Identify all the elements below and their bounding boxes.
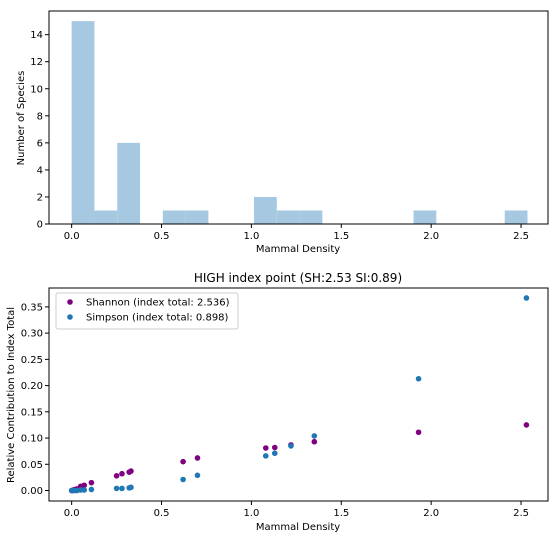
histogram-x-tick-label: 1.5 bbox=[333, 231, 349, 242]
scatter-point-shannon bbox=[180, 458, 186, 465]
histogram-x-tick-label: 2.5 bbox=[513, 231, 529, 242]
histogram-bar bbox=[276, 210, 300, 224]
scatter-y-tick-label: 0.10 bbox=[21, 434, 43, 445]
histogram-x-tick-label: 1.0 bbox=[243, 231, 259, 242]
histogram-bar bbox=[185, 210, 209, 224]
histogram-bar bbox=[162, 210, 186, 224]
histogram-bar bbox=[71, 21, 95, 225]
scatter-point-simpson bbox=[194, 472, 201, 479]
histogram-y-tick-label: 8 bbox=[37, 111, 43, 122]
scatter-y-tick-label: 0.20 bbox=[21, 381, 43, 392]
scatter-point-simpson bbox=[415, 375, 422, 382]
scatter-x-axis-label: Mammal Density bbox=[256, 522, 340, 533]
histogram-y-tick-label: 2 bbox=[37, 192, 43, 203]
histogram-chart: 0.0 0.5 1.0 1.5 2.0 2.5 0 2 4 6 8 10 12 14 Mammal De… bbox=[16, 10, 549, 255]
histogram-y-ticks: 0 2 4 6 8 10 12 14 bbox=[30, 30, 49, 231]
legend-marker-simpson bbox=[67, 314, 73, 320]
scatter-point-shannon bbox=[523, 422, 530, 428]
histogram-bar bbox=[504, 210, 528, 224]
histogram-y-tick-label: 10 bbox=[30, 84, 43, 95]
scatter-point-simpson bbox=[262, 453, 269, 459]
scatter-y-tick-label: 0.25 bbox=[21, 355, 43, 366]
scatter-point-shannon bbox=[271, 444, 278, 451]
histogram-y-axis-label: Number of Species bbox=[16, 71, 27, 166]
histogram-y-tick-label: 0 bbox=[37, 220, 43, 231]
histogram-x-axis-label: Mammal Density bbox=[256, 244, 340, 255]
scatter-point-simpson bbox=[180, 476, 186, 483]
legend-frame bbox=[55, 292, 239, 330]
scatter-point-simpson bbox=[523, 295, 530, 301]
histogram-bar bbox=[413, 210, 437, 224]
histogram-y-tick-label: 6 bbox=[37, 138, 43, 149]
scatter-title: HIGH index point (SH:2.53 SI:0.89) bbox=[194, 271, 402, 285]
histogram-bar bbox=[253, 196, 277, 224]
scatter-point-shannon bbox=[415, 429, 422, 436]
histogram-bar bbox=[94, 210, 118, 224]
scatter-y-tick-label: 0.00 bbox=[21, 486, 43, 497]
scatter-y-tick-label: 0.05 bbox=[21, 460, 43, 471]
scatter-x-tick-label: 2.0 bbox=[423, 508, 439, 519]
scatter-y-tick-label: 0.15 bbox=[21, 407, 43, 418]
histogram-x-tick-label: 0.0 bbox=[64, 231, 80, 242]
scatter-y-axis-label: Relative Contribution to Index Total bbox=[6, 307, 17, 483]
scatter-x-tick-label: 1.5 bbox=[333, 508, 349, 519]
scatter-point-simpson bbox=[113, 485, 120, 492]
scatter-point-shannon bbox=[262, 445, 269, 451]
scatter-point-simpson bbox=[128, 484, 134, 491]
scatter-point-simpson bbox=[88, 486, 95, 493]
histogram-y-tick-label: 12 bbox=[30, 57, 43, 68]
scatter-point-simpson bbox=[311, 433, 318, 439]
legend-marker-shannon bbox=[67, 299, 73, 305]
histogram-bar bbox=[299, 210, 323, 224]
histogram-y-tick-label: 14 bbox=[30, 30, 43, 41]
histogram-bars bbox=[71, 21, 528, 225]
legend-label-shannon: Shannon (index total: 2.536) bbox=[86, 298, 230, 309]
histogram-x-tick-label: 0.5 bbox=[154, 231, 170, 242]
scatter-point-simpson bbox=[288, 443, 294, 449]
scatter-x-tick-label: 2.5 bbox=[513, 508, 529, 519]
scatter-plot-frame bbox=[48, 287, 549, 502]
histogram-x-tick-label: 2.0 bbox=[423, 231, 439, 242]
scatter-point-shannon bbox=[81, 482, 88, 489]
scatter-y-tick-label: 0.30 bbox=[21, 329, 43, 340]
legend-label-simpson: Simpson (index total: 0.898) bbox=[86, 313, 229, 324]
scatter-point-simpson bbox=[81, 487, 88, 493]
histogram-bar bbox=[117, 142, 141, 224]
scatter-x-tick-label: 0.5 bbox=[154, 508, 170, 519]
scatter-y-tick-label: 0.35 bbox=[21, 302, 43, 313]
scatter-point-shannon bbox=[128, 468, 134, 474]
scatter-point-shannon bbox=[119, 470, 125, 477]
scatter-point-shannon bbox=[311, 438, 318, 445]
scatter-x-ticks: 0.0 0.5 1.0 1.5 2.0 2.5 bbox=[64, 501, 529, 519]
scatter-point-shannon bbox=[88, 479, 95, 486]
scatter-points bbox=[68, 295, 530, 494]
scatter-chart: HIGH index point (SH:2.53 SI:0.89) 0.0 0.… bbox=[6, 271, 549, 533]
scatter-x-tick-label: 0.0 bbox=[64, 508, 80, 519]
histogram-y-tick-label: 4 bbox=[37, 165, 43, 176]
scatter-legend: Shannon (index total: 2.536) Simpson (in… bbox=[55, 292, 239, 330]
histogram-x-ticks: 0.0 0.5 1.0 1.5 2.0 2.5 bbox=[64, 224, 529, 242]
scatter-point-shannon bbox=[113, 473, 120, 479]
scatter-point-shannon bbox=[194, 455, 201, 461]
histogram-plot-frame bbox=[48, 10, 549, 225]
scatter-x-tick-label: 1.0 bbox=[243, 508, 259, 519]
scatter-y-ticks: 0.00 0.05 0.10 0.15 0.20 0.25 0.30 0.35 bbox=[21, 302, 49, 497]
scatter-point-simpson bbox=[271, 450, 278, 457]
scatter-point-simpson bbox=[119, 485, 125, 492]
